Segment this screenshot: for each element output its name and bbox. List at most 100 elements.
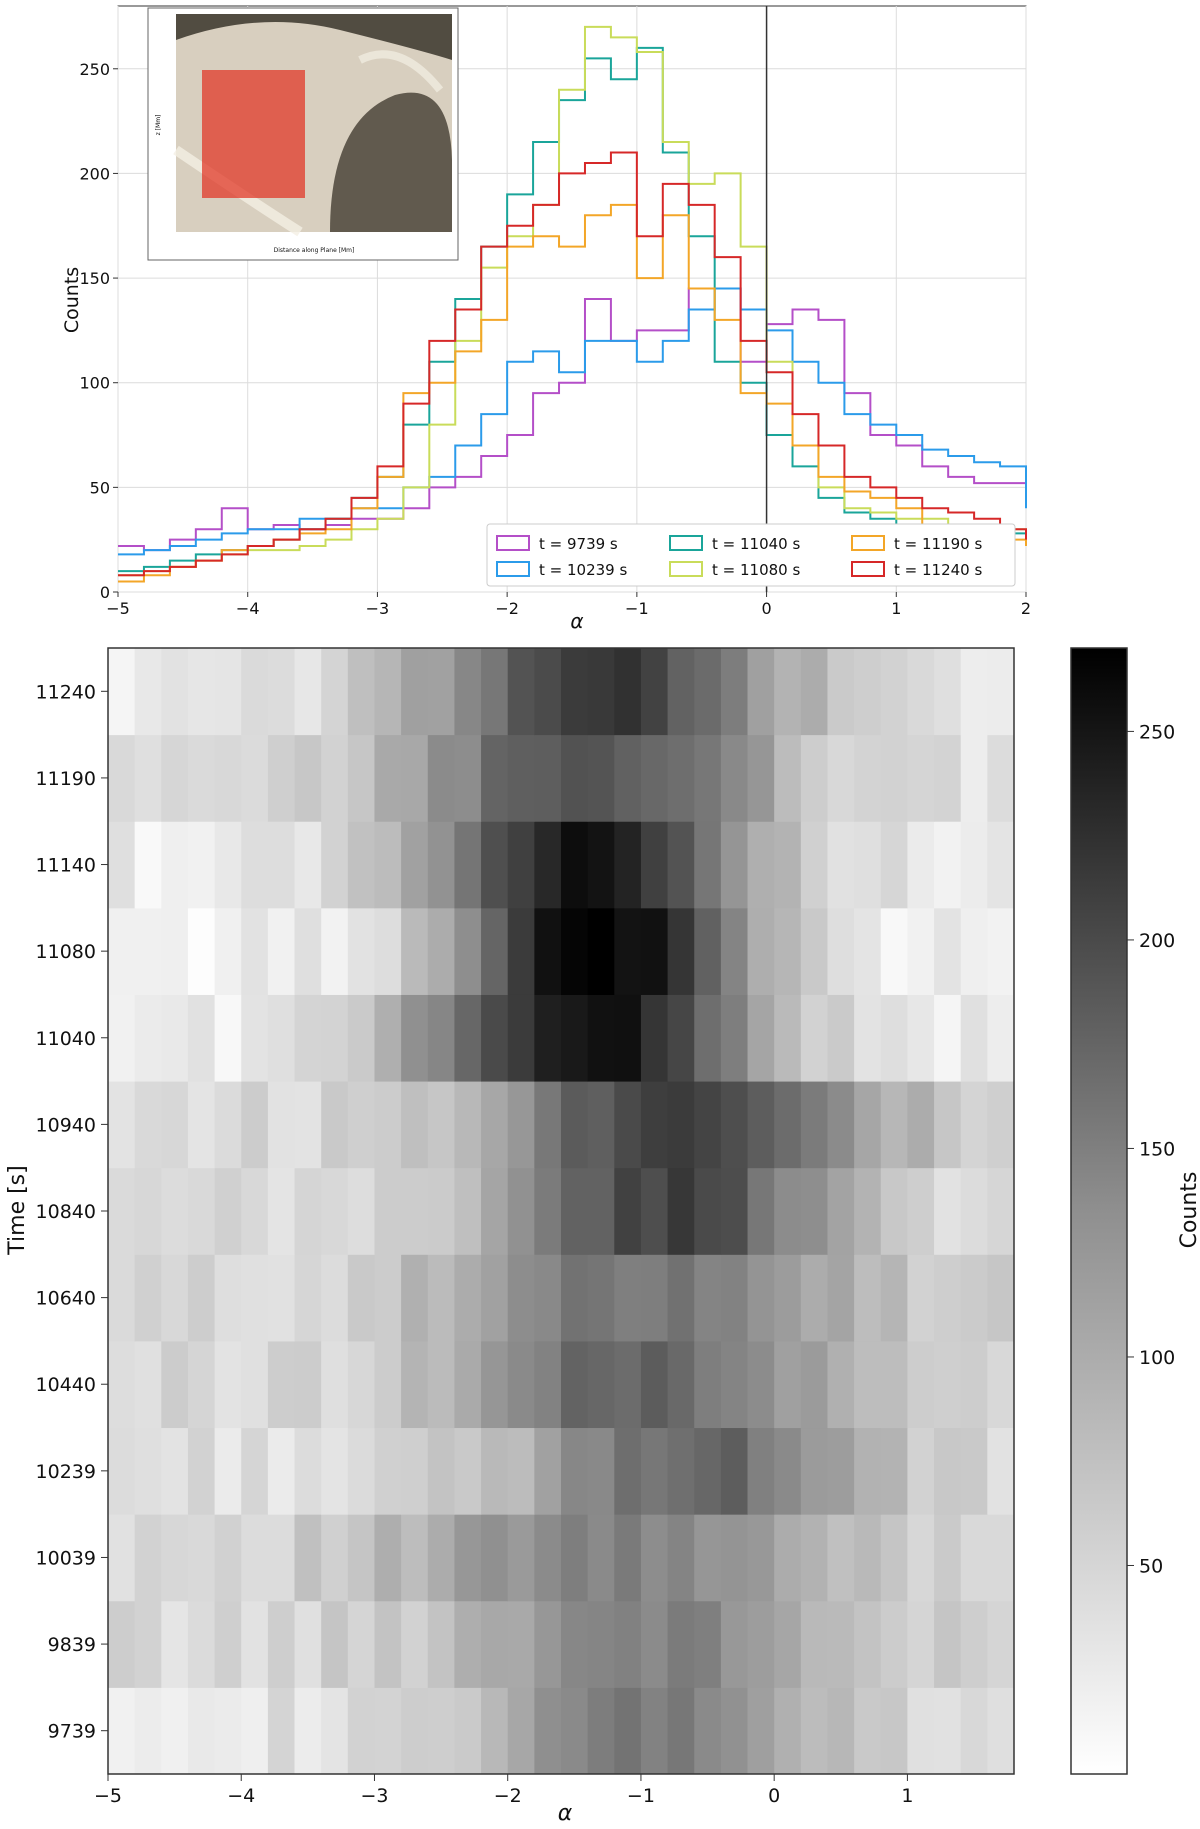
heatmap-cell (241, 994, 269, 1082)
inset-thumbnail: Distance along Plane [Mm] z [Mm] (147, 7, 459, 261)
heatmap-cell (587, 734, 615, 822)
heatmap-cell (640, 821, 669, 909)
colorbar-tick-label: 150 (1139, 1138, 1175, 1160)
heatmap-cell (267, 1687, 296, 1775)
heatmap-cell (108, 1167, 136, 1255)
heatmap-cell (667, 1081, 695, 1169)
heatmap-cell (454, 1340, 482, 1429)
heatmap-cell (374, 648, 402, 736)
heatmap-cell (960, 1340, 988, 1429)
heatmap-cell (347, 1340, 375, 1429)
heatmap-cell (747, 1254, 775, 1342)
heatmap-cell (800, 1081, 828, 1169)
heatmap-cell (907, 1081, 935, 1169)
heatmap-cell (587, 1254, 615, 1342)
heatmap-cell (427, 1687, 455, 1775)
heatmap-cell (827, 1081, 855, 1169)
legend-swatch (851, 535, 885, 551)
heatmap-cell (187, 1514, 216, 1602)
heatmap-cell (640, 907, 669, 995)
heatmap-cell (427, 1254, 455, 1342)
heatmap-cell (800, 907, 828, 995)
heatmap-cell (401, 1081, 429, 1169)
heatmap-panel: −5 −4 −3 −2 −1 0 1 9739 9839 10039 10239 10440 1064… (5, 647, 1200, 1826)
heatmap-cell (827, 1254, 855, 1342)
heatmap-cell (614, 1687, 642, 1775)
heatmap-cell (534, 1081, 562, 1169)
heatmap-cell (134, 1167, 162, 1255)
heatmap-cell (960, 1600, 988, 1688)
heatmap-cell (827, 994, 855, 1082)
heatmap-cell (960, 648, 988, 736)
heatmap-cell (454, 1514, 482, 1602)
heatmap-cell (667, 1600, 695, 1688)
heatmap-cell (640, 1427, 669, 1515)
heatmap-cell (321, 994, 349, 1082)
heatmap-cell (587, 1167, 615, 1255)
heatmap-cell (587, 1687, 615, 1775)
y-tick-label: 10039 (36, 1547, 96, 1569)
x-tick-label: −2 (495, 599, 519, 618)
heatmap-cell (694, 1687, 722, 1775)
x-tick-label: 1 (901, 1785, 913, 1807)
heatmap-cell (454, 648, 482, 736)
histogram-y-ticks: 0 50 100 150 200 250 (79, 60, 118, 602)
y-tick-label: 200 (79, 164, 110, 183)
heatmap-cell (134, 907, 162, 995)
heatmap-cell (587, 907, 615, 995)
heatmap-cell (827, 734, 855, 822)
heatmap-cell (108, 1514, 136, 1602)
y-tick-label: 10239 (36, 1461, 96, 1483)
y-tick-label: 10940 (36, 1114, 96, 1136)
heatmap-cell (187, 907, 216, 995)
histogram-xlabel: α (570, 609, 583, 633)
heatmap-cell (640, 994, 669, 1082)
heatmap-cell (934, 1687, 962, 1775)
heatmap-cell (427, 1427, 455, 1515)
heatmap-cell (294, 1514, 322, 1602)
heatmap-cell (720, 1687, 749, 1775)
legend-swatch (851, 561, 885, 577)
heatmap-cell (934, 1081, 962, 1169)
legend-label: t = 11040 s (712, 535, 800, 553)
heatmap-cell (934, 1167, 962, 1255)
heatmap-cell (161, 821, 189, 909)
y-tick-label: 11240 (36, 681, 96, 703)
heatmap-cell (534, 648, 562, 736)
heatmap-cell (507, 648, 535, 736)
heatmap-cell (987, 821, 1015, 909)
heatmap-cell (747, 1427, 775, 1515)
heatmap-cell (427, 734, 455, 822)
heatmap-cell (587, 1340, 615, 1429)
legend-label: t = 10239 s (539, 561, 627, 579)
heatmap-cell (294, 1340, 322, 1429)
heatmap-cell (294, 1254, 322, 1342)
heatmap-cell (507, 1167, 535, 1255)
heatmap-cell (507, 734, 535, 822)
heatmap-cell (214, 994, 242, 1082)
heatmap-cell (427, 1514, 455, 1602)
heatmap-cell (374, 1427, 402, 1515)
x-tick-label: −5 (94, 1785, 122, 1807)
colorbar-tick-label: 200 (1139, 930, 1175, 952)
x-tick-label: 2 (1021, 599, 1031, 618)
heatmap-cell (854, 994, 882, 1082)
heatmap-cell (454, 1427, 482, 1515)
heatmap-cell (427, 907, 455, 995)
heatmap-cell (720, 907, 749, 995)
legend-label: t = 11240 s (894, 561, 982, 579)
heatmap-cell (694, 1167, 722, 1255)
heatmap-cell (214, 1254, 242, 1342)
x-tick-label: −4 (227, 1785, 255, 1807)
heatmap-cell (561, 907, 589, 995)
heatmap-cell (267, 734, 296, 822)
heatmap-cell (134, 1340, 162, 1429)
heatmap-cell (347, 1600, 375, 1688)
heatmap-cell (960, 821, 988, 909)
y-tick-label: 11140 (36, 855, 96, 877)
heatmap-cell (134, 994, 162, 1082)
heatmap-cell (747, 648, 775, 736)
heatmap-cell (427, 648, 455, 736)
heatmap-cell (241, 1427, 269, 1515)
y-tick-label: 9739 (48, 1721, 96, 1743)
